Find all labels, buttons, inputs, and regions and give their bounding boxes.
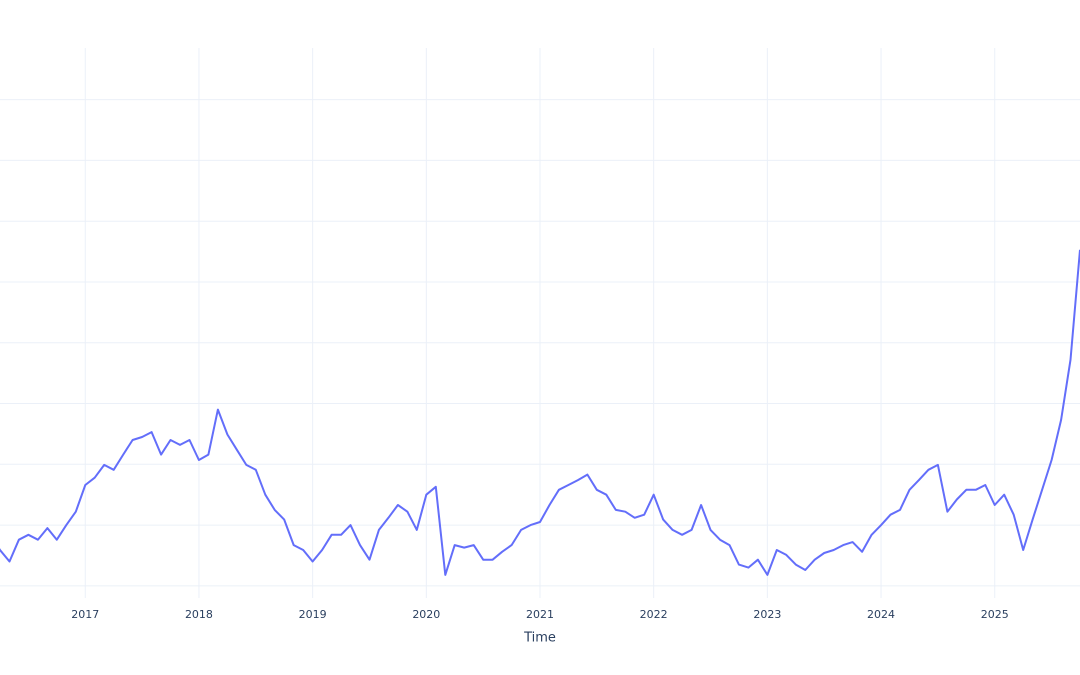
x-tick-label: 2020	[412, 608, 440, 621]
x-tick-label: 2024	[867, 608, 895, 621]
x-tick-label: 2021	[526, 608, 554, 621]
line-series	[0, 249, 1080, 576]
x-axis-title: Time	[523, 631, 556, 646]
x-tick-label: 2022	[640, 608, 668, 621]
x-tick-label: 2017	[71, 608, 99, 621]
x-tick-label: 2023	[753, 608, 781, 621]
x-tick-label: 2018	[185, 608, 213, 621]
x-tick-label: 2019	[299, 608, 327, 621]
x-tick-label: 2025	[981, 608, 1009, 621]
